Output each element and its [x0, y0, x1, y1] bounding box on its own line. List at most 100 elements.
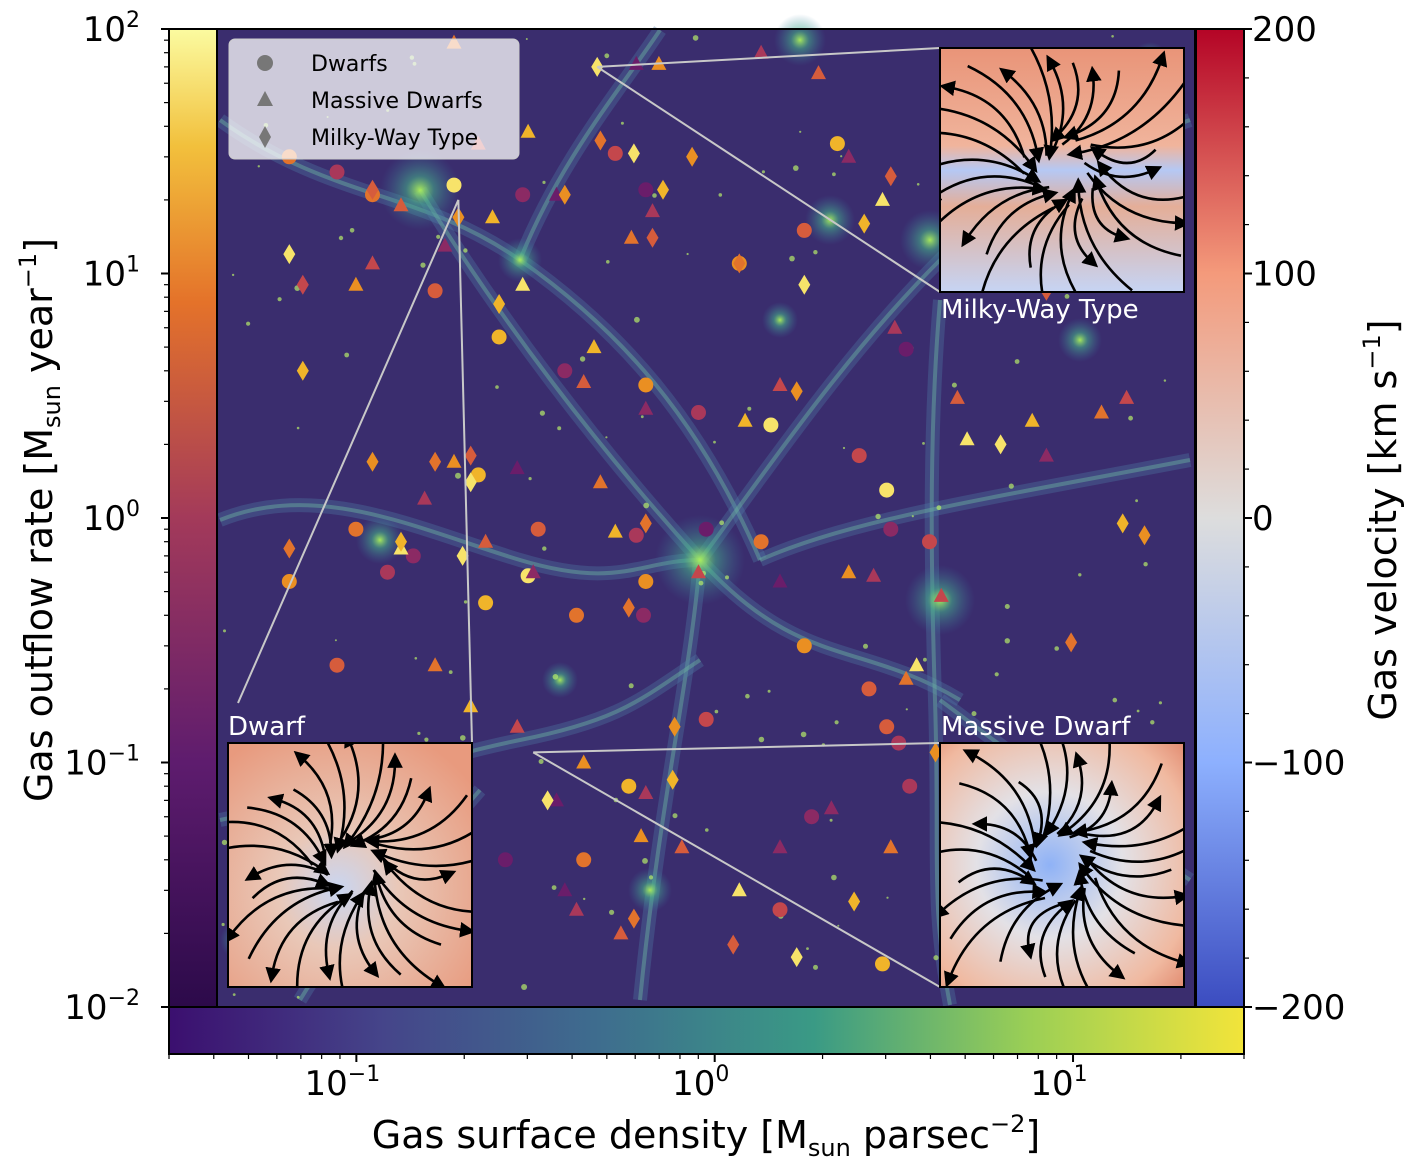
- streamlines: [940, 48, 1184, 292]
- streamline: [382, 858, 472, 913]
- streamline: [1069, 884, 1089, 987]
- streamline: [247, 806, 327, 867]
- streamline: [1044, 743, 1069, 838]
- triangle-marker: [811, 65, 826, 80]
- density-speck: [643, 502, 650, 509]
- density-speck: [832, 172, 836, 177]
- circle-marker: [329, 657, 345, 673]
- connector-line: [532, 751, 941, 988]
- circle-marker: [636, 607, 651, 623]
- diamond-marker: [1065, 632, 1078, 653]
- velocity-tick-label: −200: [1252, 988, 1345, 1028]
- density-speck: [698, 580, 704, 586]
- diamond-marker: [395, 531, 407, 552]
- density-speck: [1078, 573, 1082, 577]
- filament-core: [219, 503, 701, 576]
- velocity-ticks: 200 100 0 −100 −200: [1244, 10, 1345, 1028]
- triangle-marker: [485, 209, 500, 224]
- density-speck: [705, 828, 709, 832]
- streamline: [363, 794, 469, 850]
- diamond-marker: [1138, 525, 1151, 546]
- density-speck: [971, 711, 977, 717]
- filament-core: [518, 28, 662, 261]
- density-speck: [277, 297, 282, 302]
- streamline: [1091, 188, 1131, 243]
- diamond-marker: [594, 130, 607, 151]
- x-tick-label: 101: [1030, 1062, 1087, 1104]
- diamond-marker: [639, 513, 652, 534]
- streamline: [1096, 160, 1184, 201]
- triangle-marker: [909, 657, 925, 672]
- density-speck: [1135, 499, 1138, 503]
- density-speck: [448, 670, 453, 674]
- inset-bottom-right: Massive Dwarf: [939, 712, 1185, 988]
- density-speck: [806, 947, 809, 950]
- circle-marker: [497, 852, 513, 868]
- streamline: [267, 793, 326, 854]
- filament: [924, 299, 957, 1007]
- diamond-marker: [627, 908, 640, 929]
- streamline: [342, 743, 385, 850]
- density-speck: [1111, 35, 1114, 38]
- streamline: [1017, 780, 1049, 849]
- density-speck: [1014, 359, 1020, 364]
- triangle-marker: [731, 882, 747, 897]
- density-speck: [863, 643, 868, 649]
- density-speck: [417, 731, 421, 736]
- streamline: [981, 206, 1055, 292]
- velocity-axis-label: Gas velocity [km s−1]: [1358, 319, 1405, 720]
- circle-marker: [691, 405, 706, 420]
- diamond-marker: [727, 934, 740, 955]
- triangle-marker: [569, 901, 584, 916]
- legend-triangle-marker: [257, 91, 273, 106]
- density-speck: [905, 708, 908, 711]
- y-axis-label: Gas outflow rate [Msun year−1]: [14, 238, 66, 802]
- density-speck: [813, 964, 818, 970]
- inset-label: Dwarf: [228, 712, 306, 742]
- triangle-marker: [737, 412, 753, 427]
- velocity-tick-label: −100: [1252, 744, 1345, 784]
- density-speck: [718, 193, 723, 197]
- density-speck: [840, 155, 843, 158]
- density-clump: [356, 516, 404, 564]
- diamond-marker: [464, 445, 477, 466]
- density-speck: [994, 672, 999, 677]
- streamline: [1089, 849, 1184, 863]
- legend: Dwarfs Massive Dwarfs Milky-Way Type: [228, 38, 520, 160]
- triangle-marker: [557, 882, 573, 897]
- density-speck: [583, 897, 586, 901]
- circle-marker: [879, 482, 895, 498]
- streamline: [1093, 877, 1184, 969]
- inset-connectors: [237, 47, 941, 988]
- streamline: [292, 788, 339, 860]
- streamline: [1089, 146, 1157, 165]
- density-speck: [813, 250, 818, 255]
- streamline: [228, 886, 329, 944]
- diamond-marker: [686, 146, 699, 167]
- filament: [217, 498, 701, 581]
- streamline: [1071, 763, 1163, 839]
- triangle-marker: [520, 123, 536, 138]
- circle-marker: [470, 467, 486, 483]
- triangle-marker: [576, 374, 592, 388]
- density-speck: [725, 575, 729, 580]
- diamond-marker: [733, 253, 746, 274]
- triangle-marker: [592, 474, 608, 489]
- diamond-marker: [296, 274, 309, 295]
- diamond-marker: [296, 360, 309, 381]
- circle-marker: [902, 778, 918, 794]
- density-speck: [834, 720, 839, 725]
- circle-marker: [530, 521, 546, 537]
- density-speck: [436, 234, 441, 239]
- diamond-marker: [429, 451, 442, 472]
- streamline: [967, 64, 1045, 164]
- density-clump: [380, 150, 460, 230]
- diamond-marker: [1116, 513, 1129, 534]
- density-speck: [761, 170, 766, 174]
- x-ticks: 10−1 100 101: [168, 1054, 1245, 1104]
- density-speck: [221, 922, 225, 927]
- density-speck: [1163, 379, 1167, 382]
- streamline: [265, 900, 339, 984]
- density-speck: [349, 228, 355, 233]
